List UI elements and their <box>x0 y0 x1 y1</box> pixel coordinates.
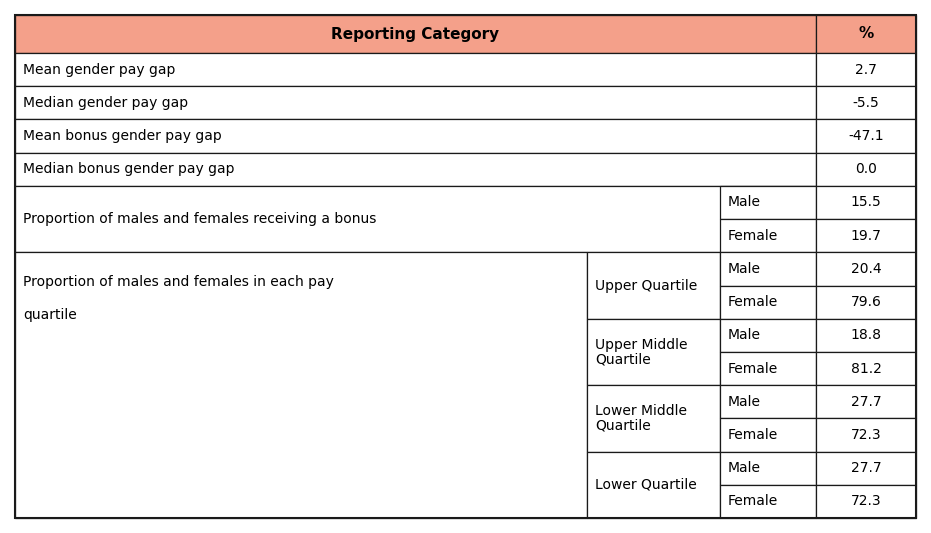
Text: 27.7: 27.7 <box>851 461 882 475</box>
Text: Upper Middle: Upper Middle <box>595 337 687 352</box>
Bar <box>720 451 816 485</box>
Bar <box>816 152 916 186</box>
Bar <box>720 252 816 286</box>
Text: Upper Quartile: Upper Quartile <box>595 279 697 293</box>
Text: 79.6: 79.6 <box>851 295 882 309</box>
Text: quartile: quartile <box>23 309 76 322</box>
Text: 2.7: 2.7 <box>855 62 877 77</box>
Bar <box>15 119 816 152</box>
Text: 72.3: 72.3 <box>851 495 882 508</box>
Bar <box>720 286 816 319</box>
Text: Female: Female <box>728 361 778 376</box>
Bar <box>15 252 587 518</box>
Bar <box>816 86 916 119</box>
Text: Mean bonus gender pay gap: Mean bonus gender pay gap <box>23 129 222 143</box>
Bar <box>720 485 816 518</box>
Text: Male: Male <box>728 395 761 409</box>
Bar <box>816 418 916 451</box>
Text: Male: Male <box>728 461 761 475</box>
Text: Mean gender pay gap: Mean gender pay gap <box>23 62 175 77</box>
Bar <box>816 219 916 252</box>
Bar <box>816 252 916 286</box>
Bar <box>587 385 720 451</box>
Bar <box>816 352 916 385</box>
Bar <box>816 385 916 418</box>
Text: 15.5: 15.5 <box>851 196 882 209</box>
Text: -47.1: -47.1 <box>848 129 884 143</box>
Bar <box>720 385 816 418</box>
Text: 72.3: 72.3 <box>851 428 882 442</box>
Text: Proportion of males and females receiving a bonus: Proportion of males and females receivin… <box>23 212 376 226</box>
Text: Lower Quartile: Lower Quartile <box>595 478 696 492</box>
Bar <box>816 451 916 485</box>
Text: %: % <box>858 27 873 42</box>
Text: 81.2: 81.2 <box>851 361 882 376</box>
Bar <box>15 15 816 53</box>
Bar <box>816 15 916 53</box>
Text: 27.7: 27.7 <box>851 395 882 409</box>
Text: Lower Middle: Lower Middle <box>595 404 687 418</box>
Bar <box>587 319 720 385</box>
Text: Median bonus gender pay gap: Median bonus gender pay gap <box>23 162 235 176</box>
Bar <box>587 252 720 319</box>
Text: Quartile: Quartile <box>595 352 651 366</box>
Bar <box>816 53 916 86</box>
Text: Proportion of males and females in each pay: Proportion of males and females in each … <box>23 275 334 289</box>
Text: Quartile: Quartile <box>595 418 651 433</box>
Bar <box>15 152 816 186</box>
Bar <box>816 286 916 319</box>
Bar <box>15 86 816 119</box>
Bar <box>816 186 916 219</box>
Text: Male: Male <box>728 262 761 276</box>
Bar <box>15 53 816 86</box>
Bar <box>816 119 916 152</box>
Bar <box>720 219 816 252</box>
Text: Male: Male <box>728 328 761 342</box>
Text: Female: Female <box>728 295 778 309</box>
Bar <box>15 186 816 252</box>
Bar <box>720 352 816 385</box>
Text: 19.7: 19.7 <box>851 229 882 243</box>
Bar <box>816 485 916 518</box>
Text: 18.8: 18.8 <box>851 328 882 342</box>
Text: Reporting Category: Reporting Category <box>331 27 500 42</box>
Bar <box>816 319 916 352</box>
Text: Median gender pay gap: Median gender pay gap <box>23 96 188 110</box>
Text: Female: Female <box>728 428 778 442</box>
Text: 20.4: 20.4 <box>851 262 882 276</box>
Text: -5.5: -5.5 <box>853 96 880 110</box>
Text: Female: Female <box>728 495 778 508</box>
Bar <box>587 451 720 518</box>
Text: 0.0: 0.0 <box>855 162 877 176</box>
Bar <box>720 186 816 219</box>
Text: Female: Female <box>728 229 778 243</box>
Bar <box>720 418 816 451</box>
Text: Male: Male <box>728 196 761 209</box>
Bar <box>720 319 816 352</box>
